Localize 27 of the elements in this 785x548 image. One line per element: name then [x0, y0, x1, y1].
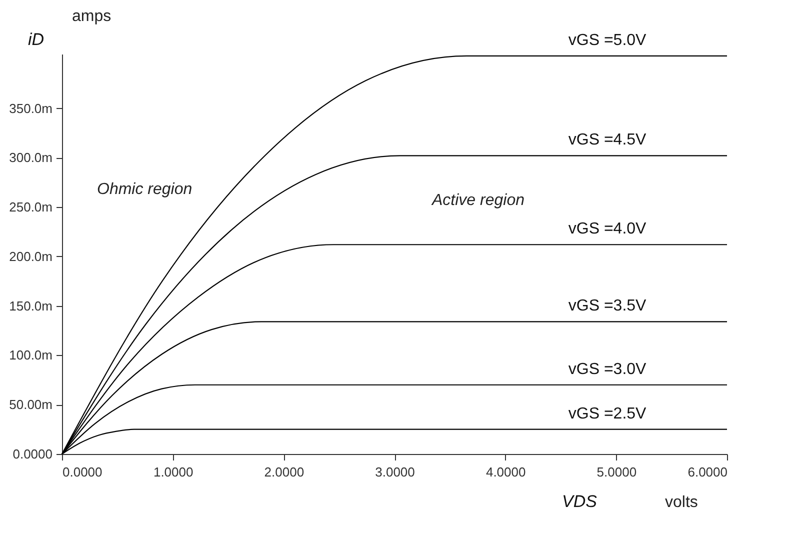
x-axis-title: VDS: [562, 492, 598, 511]
y-tick-label: 150.0m: [9, 298, 52, 314]
series-label: vGS =3.0V: [568, 360, 647, 378]
x-tick-label: 3.0000: [375, 464, 415, 480]
x-tick-label: 4.0000: [486, 464, 526, 480]
y-axis-title: iD: [28, 30, 44, 49]
y-tick-label: 100.0m: [9, 348, 52, 363]
series-label: vGS =4.5V: [568, 132, 647, 149]
text: volts: [665, 494, 698, 511]
x-tick-label: 2.0000: [264, 464, 304, 480]
y-tick-label: 200.0m: [9, 248, 52, 264]
x-tick-label: 1.0000: [153, 464, 194, 480]
text: amps: [72, 8, 112, 25]
y-tick-label: 300.0m: [9, 150, 52, 166]
annotation: Active region: [431, 192, 525, 209]
series-label: vGS =5.0V: [568, 32, 647, 49]
series-label: vGS =2.5V: [568, 405, 647, 422]
y-tick-label: 250.0m: [9, 200, 52, 215]
annotation: Ohmic region: [97, 181, 192, 198]
x-tick-label: 0.0000: [62, 464, 102, 480]
y-tick-label: 350.0m: [9, 100, 52, 116]
series-label: vGS =3.5V: [568, 298, 647, 315]
y-tick-label: 0.0000: [12, 446, 52, 462]
x-tick-label: 5.0000: [596, 464, 637, 480]
series-label: vGS =4.0V: [568, 220, 647, 238]
x-tick-label: 6.0000: [688, 464, 728, 480]
y-tick-label: 50.00m: [9, 397, 52, 412]
